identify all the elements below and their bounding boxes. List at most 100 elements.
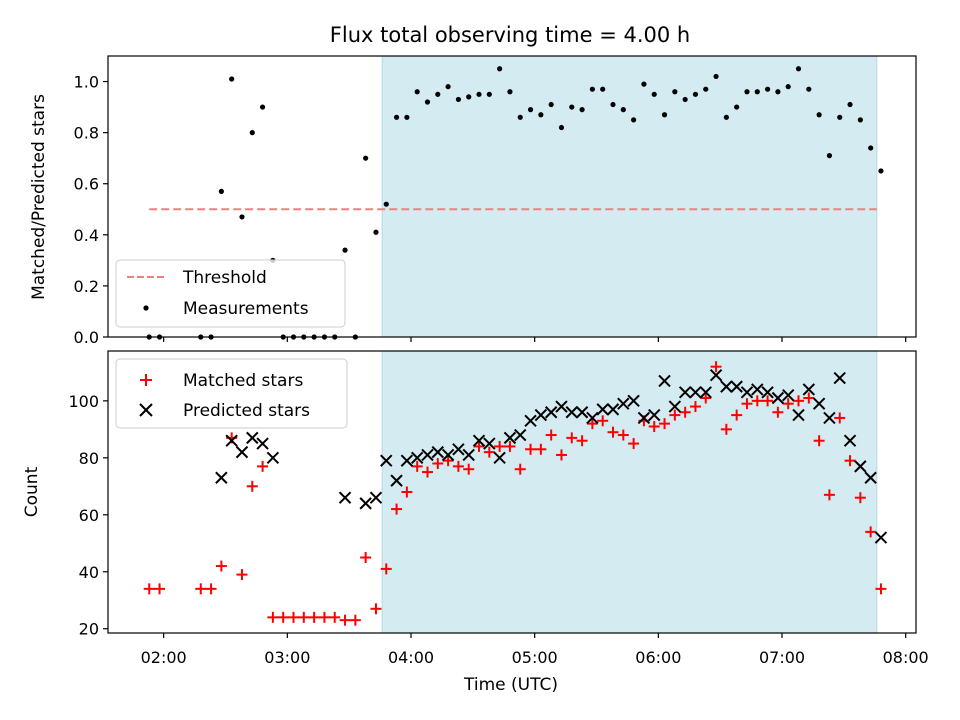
matched-star-point [349, 614, 361, 626]
matched-star-point [545, 429, 557, 441]
ratio-x-ticks [163, 337, 907, 342]
predicted-star-stroke [720, 380, 733, 393]
matched-legend-label: Matched stars [183, 371, 303, 391]
predicted-star-stroke [441, 448, 455, 462]
predicted-star-point [606, 403, 620, 416]
predicted-star-point [617, 397, 630, 410]
predicted-star-point [771, 391, 785, 405]
matched-star-point [298, 611, 310, 623]
threshold-legend-label: Threshold [182, 268, 267, 288]
matched-star-point [380, 563, 392, 575]
matched-star-point [659, 418, 671, 430]
measurement-point [868, 145, 874, 151]
matched-legend-swatch [140, 374, 152, 386]
matched-star-point [689, 401, 701, 413]
predicted-star-point [256, 437, 269, 450]
predicted-star-point [627, 394, 640, 408]
matched-star-point [834, 412, 846, 424]
predicted-star-stroke [668, 400, 682, 413]
measurement-point [445, 84, 451, 90]
ratio-panel-frame [107, 55, 917, 338]
measurement-point [661, 112, 668, 118]
predicted-star-point [266, 451, 280, 465]
count-y-ticks: 20 40 60 80 100 [68, 392, 108, 639]
predicted-star-point [555, 400, 568, 413]
matched-star-point [463, 463, 475, 475]
predicted-star-point [338, 491, 352, 504]
predicted-star-stroke [256, 437, 269, 450]
measurement-point [589, 86, 595, 92]
predicted-star-point [472, 434, 486, 447]
measurement-point [672, 89, 678, 95]
ratio-panel: 0.0 0.2 0.4 0.6 0.8 1.0 Matched/Predicted sta… [29, 55, 917, 347]
matched-star-point [442, 455, 454, 467]
measurement-point [497, 66, 503, 72]
matched-star-point [215, 560, 227, 572]
matched-star-point [710, 361, 722, 373]
ratio-legend: Threshold Measurements [115, 259, 346, 328]
measurement-point [569, 104, 575, 110]
matched-star-point [452, 460, 464, 472]
measurement-point [527, 107, 534, 113]
predicted-star-point [565, 406, 578, 419]
measurement-point [816, 112, 822, 118]
y-tick-label: 0.4 [74, 226, 99, 245]
y-tick-label: 20 [79, 620, 99, 639]
measurements-legend-swatch [143, 305, 149, 311]
predicted-star-point [854, 460, 867, 473]
count-legend: Matched stars Predicted stars [115, 358, 348, 429]
measurement-point [259, 104, 266, 110]
matched-star-point [597, 415, 609, 427]
y-tick-label: 0.6 [74, 175, 99, 194]
predicted-star-point [410, 451, 424, 465]
measurement-point [826, 153, 833, 159]
predicted-star-stroke [596, 403, 609, 416]
measurements-legend-label: Measurements [183, 299, 309, 319]
matched-star-point [617, 429, 629, 441]
predicted-star-point [390, 474, 403, 487]
measurement-point [424, 99, 431, 105]
predicted-star-stroke [658, 374, 671, 388]
y-tick-label: 80 [79, 449, 99, 468]
predicted-star-stroke [452, 443, 465, 456]
predicted-star-stroke [421, 448, 434, 462]
matched-star-point [751, 395, 763, 407]
predicted-star-stroke [266, 451, 280, 465]
predicted-star-stroke [781, 388, 795, 402]
measurement-point [538, 112, 544, 118]
matched-star-point [607, 426, 619, 438]
matched-star-point [535, 443, 547, 455]
matched-star-point [803, 392, 815, 404]
matched-star-point [782, 398, 794, 410]
predicted-star-stroke [472, 434, 486, 447]
predicted-star-stroke [380, 454, 393, 467]
measurement-point [466, 94, 472, 100]
measurement-point [363, 155, 369, 161]
x-tick-label: 08:00 [883, 648, 929, 667]
chart-title: Flux total observing time = 4.00 h [330, 23, 690, 47]
matched-star-point [865, 526, 877, 538]
measurement-point [373, 229, 379, 235]
measurement-point [579, 107, 585, 113]
measurement-point [218, 188, 224, 194]
predicted-star-stroke [225, 434, 238, 447]
predicted-star-point [235, 445, 249, 459]
matched-star-point [288, 611, 300, 623]
measurement-point [734, 104, 740, 110]
predicted-star-point [781, 388, 795, 402]
predicted-star-point [699, 386, 712, 399]
count-panel-frame [107, 350, 917, 634]
matched-star-point [844, 455, 856, 467]
predicted-star-stroke [751, 383, 764, 396]
predicted-star-point [730, 380, 743, 393]
matched-star-point [741, 398, 753, 410]
matched-star-point [576, 435, 588, 447]
predicted-star-stroke [586, 411, 599, 425]
predicted-star-stroke [761, 386, 774, 399]
measurement-point [548, 101, 554, 108]
x-tick-label: 05:00 [512, 648, 558, 667]
predicted-star-stroke [730, 380, 743, 393]
matched-star-point [154, 583, 166, 595]
predicted-star-point [534, 408, 548, 422]
